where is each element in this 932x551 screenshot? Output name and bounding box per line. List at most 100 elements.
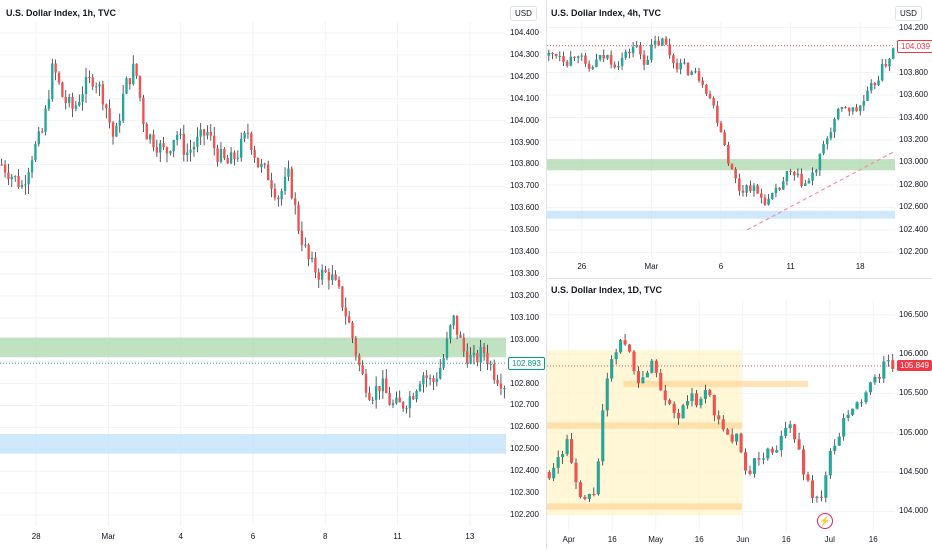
candle (142, 97, 145, 124)
price-axis[interactable]: 104.200104.000103.800103.600103.400103.2… (895, 22, 932, 258)
y-tick-label: 103.500 (510, 225, 539, 235)
orange-zone (623, 380, 808, 388)
currency-label[interactable]: USD (510, 6, 537, 21)
x-tick-label: 26 (577, 262, 587, 271)
candle (650, 360, 654, 373)
candle (793, 424, 797, 440)
y-tick-label: 104.500 (899, 467, 928, 477)
y-tick-label: 102.500 (510, 444, 539, 454)
candle (34, 144, 37, 161)
candle (815, 496, 819, 498)
candle (636, 371, 641, 384)
candle (81, 94, 84, 102)
candle (449, 325, 452, 339)
last-price-label: 104.039 (897, 39, 932, 53)
last-price-label: 102.893 (508, 357, 545, 371)
candle (320, 269, 324, 280)
candle (574, 462, 578, 483)
candle (47, 99, 51, 109)
candle (738, 178, 741, 191)
candle (784, 428, 788, 436)
candle (408, 396, 412, 409)
candle (219, 148, 223, 162)
candle (64, 96, 67, 103)
chart-panel-4h[interactable]: U.S. Dollar Index, 4h, TVC USD 104.200 10… (547, 0, 932, 278)
candle (297, 204, 300, 231)
candle (806, 474, 810, 481)
x-tick-label: 28 (31, 532, 41, 541)
y-tick-label: 104.300 (510, 49, 539, 59)
candle (202, 129, 206, 136)
candle (552, 467, 556, 479)
candle (293, 198, 297, 205)
candle (74, 105, 78, 109)
candle (334, 274, 337, 280)
candle (371, 399, 374, 401)
time-axis[interactable]: Apr 16 May 16 Jun 16 Jul 16 (547, 535, 895, 551)
currency-label[interactable]: USD (895, 6, 922, 21)
candle (445, 338, 449, 359)
plot-area[interactable] (547, 299, 895, 531)
panel-divider (547, 278, 932, 279)
x-tick-label: Mar (101, 532, 116, 541)
candle (547, 472, 551, 479)
candle (620, 57, 624, 66)
x-tick-label: 16 (607, 535, 617, 544)
candle (479, 346, 482, 363)
candle (422, 375, 425, 385)
plot-area[interactable] (547, 22, 895, 258)
candle (752, 458, 757, 474)
candle (613, 64, 617, 68)
candle (0, 164, 3, 166)
candle (584, 55, 587, 64)
candle (425, 375, 428, 379)
candle (833, 119, 836, 133)
candle (229, 152, 233, 164)
candle (703, 390, 707, 399)
candle (645, 372, 649, 378)
y-tick-label: 102.800 (510, 378, 539, 388)
y-tick-label: 105.500 (899, 388, 928, 398)
candle (766, 448, 770, 459)
candle (327, 272, 331, 281)
candle (428, 377, 432, 379)
green-zone (0, 337, 506, 358)
candle (792, 171, 796, 176)
candle (679, 63, 682, 70)
candle (266, 164, 270, 181)
candle (778, 187, 781, 190)
x-tick-label: May (648, 535, 664, 544)
chart-panel-1h[interactable]: U.S. Dollar Index, 1h, TVC 104.400 104.30… (0, 0, 546, 550)
lightning-icon[interactable]: ⚡ (817, 513, 833, 529)
candle (763, 197, 767, 205)
time-axis[interactable]: 28 Mar 4 6 8 11 13 (0, 532, 506, 548)
candle (869, 82, 873, 91)
candle (398, 397, 401, 403)
price-axis[interactable]: 104.400 104.300 104.200 104.100 104.000 103.9… (506, 22, 546, 526)
x-tick-label: Mar (644, 262, 659, 271)
x-tick-label: 11 (786, 262, 795, 271)
candle (810, 480, 815, 498)
candle (745, 185, 748, 193)
time-axis[interactable]: 26 Mar 6 11 18 (547, 262, 895, 278)
candle (435, 378, 439, 383)
candle (182, 133, 186, 155)
candle (580, 55, 584, 57)
candle (111, 122, 115, 137)
candle (385, 378, 388, 394)
y-tick-label: 103.700 (510, 181, 539, 191)
candle (811, 172, 814, 181)
plot-area[interactable] (0, 22, 506, 526)
candle (699, 398, 703, 406)
candle (554, 54, 558, 57)
candle (472, 352, 476, 355)
candle (341, 286, 344, 308)
chart-panel-1d[interactable]: U.S. Dollar Index, 1D, TVC 106.500 106.00… (547, 279, 932, 550)
price-axis[interactable]: 106.500 106.000 105.500 105.000 104.500 104.0… (895, 299, 932, 531)
candle (803, 183, 807, 186)
y-tick-label: 103.000 (899, 157, 928, 167)
candle (88, 77, 91, 79)
candle (250, 133, 253, 150)
candle (213, 135, 216, 149)
y-tick-label: 102.200 (899, 247, 928, 257)
